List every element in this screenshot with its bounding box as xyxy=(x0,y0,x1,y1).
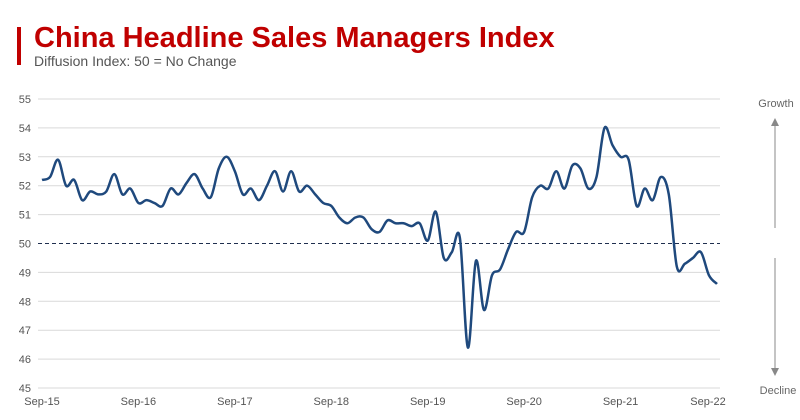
decline-arrowhead-icon xyxy=(771,368,779,376)
y-tick-label: 53 xyxy=(19,152,31,164)
chart-subtitle: Diffusion Index: 50 = No Change xyxy=(34,53,237,69)
x-tick-label: Sep-19 xyxy=(410,396,445,408)
y-tick-label: 52 xyxy=(19,181,31,193)
x-axis-ticks: Sep-15 Sep-16 Sep-17 Sep-18 Sep-19 Sep-20 Sep-… xyxy=(24,396,725,408)
series-line xyxy=(41,125,718,349)
y-axis-ticks: 45 46 47 48 49 50 51 52 53 54 55 xyxy=(19,94,31,395)
x-tick-label: Sep-18 xyxy=(314,396,349,408)
gridlines xyxy=(38,98,720,389)
y-tick-label: 55 xyxy=(19,94,31,106)
y-tick-label: 48 xyxy=(19,296,31,308)
y-tick-label: 49 xyxy=(19,267,31,279)
x-tick-label: Sep-21 xyxy=(603,396,638,408)
y-tick-label: 47 xyxy=(19,325,31,337)
chart-title: China Headline Sales Managers Index xyxy=(34,22,555,54)
x-tick-label: Sep-20 xyxy=(506,396,541,408)
x-tick-label: Sep-17 xyxy=(217,396,252,408)
growth-label: Growth xyxy=(758,98,793,110)
x-tick-label: Sep-16 xyxy=(121,396,156,408)
y-tick-label: 51 xyxy=(19,210,31,222)
growth-arrowhead-icon xyxy=(771,118,779,126)
y-tick-label: 54 xyxy=(19,123,31,135)
x-tick-label: Sep-15 xyxy=(24,396,59,408)
y-tick-label: 46 xyxy=(19,354,31,366)
y-tick-label: 45 xyxy=(19,383,31,395)
title-accent-bar xyxy=(17,27,21,65)
decline-label: Decline xyxy=(760,385,797,397)
y-tick-label: 50 xyxy=(19,239,31,251)
x-tick-label: Sep-22 xyxy=(690,396,725,408)
